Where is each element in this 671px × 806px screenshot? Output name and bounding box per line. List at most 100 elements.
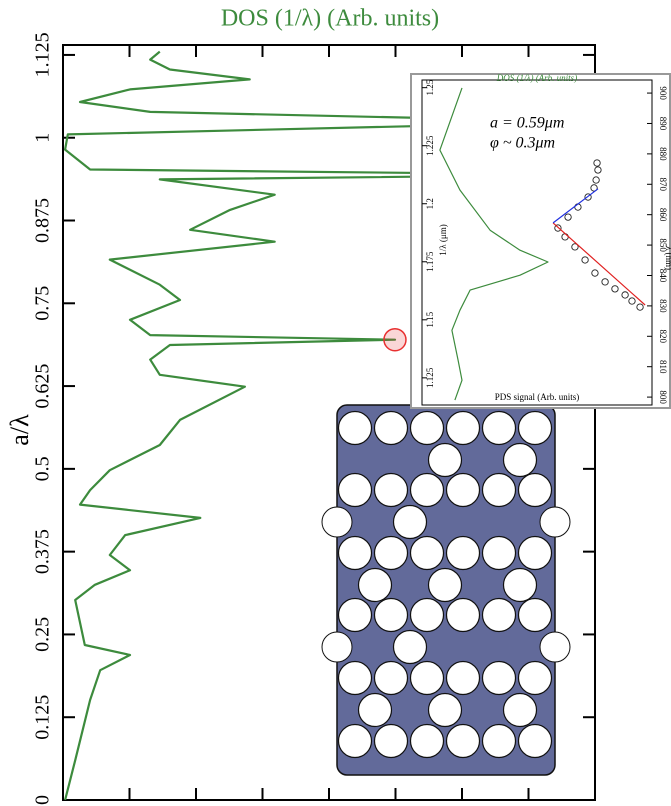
hole: [373, 723, 409, 759]
data-point: [554, 224, 562, 232]
data-point: [601, 278, 609, 286]
plot-frame: [421, 79, 653, 406]
annotation: φ ~ 0.3μm: [490, 135, 555, 152]
hole: [517, 410, 553, 446]
y-tick-label: 1: [32, 133, 54, 143]
hole: [445, 597, 481, 633]
y2-tick-label: 890: [658, 117, 668, 131]
hole: [502, 692, 538, 728]
hole: [427, 567, 463, 603]
hole: [373, 660, 409, 696]
y2-tick-label: 800: [658, 390, 668, 404]
data-line: [439, 87, 549, 401]
hole: [539, 506, 571, 538]
y-tick-label: 0.375: [32, 529, 54, 574]
hole: [337, 660, 373, 696]
inset-title: DOS (1/λ) (Arb. units): [496, 73, 577, 83]
hole: [409, 660, 445, 696]
y2-tick-label: 840: [658, 269, 668, 283]
hole: [373, 410, 409, 446]
hole: [321, 506, 353, 538]
y-tick-label: 0.75: [32, 286, 54, 321]
inset-frame: [410, 73, 671, 409]
hole: [481, 723, 517, 759]
inset-x-label: PDS signal (Arb. units): [495, 392, 580, 402]
y2-tick-label: 820: [658, 330, 668, 344]
hole: [502, 567, 538, 603]
hole: [517, 535, 553, 571]
data-point: [594, 166, 602, 174]
y-tick-label: 1.125: [425, 367, 435, 388]
hole: [409, 597, 445, 633]
hole: [481, 660, 517, 696]
hole: [409, 472, 445, 508]
hole: [481, 472, 517, 508]
data-point: [581, 256, 589, 264]
y2-tick-label: 810: [658, 360, 668, 374]
hole: [373, 472, 409, 508]
y2-tick-label: 850: [658, 238, 668, 252]
hole: [337, 535, 373, 571]
hole: [373, 597, 409, 633]
x-axis-label: DOS (1/λ) (Arb. units): [221, 6, 439, 32]
y-tick-label: 1.15: [425, 311, 435, 327]
y-tick-label: 1.125: [32, 32, 54, 77]
hole: [357, 567, 393, 603]
y2-tick-label: 880: [658, 147, 668, 161]
data-point: [584, 193, 592, 201]
hole: [445, 410, 481, 446]
data-point: [621, 291, 629, 299]
inset-y-label: 1/λ (μm): [438, 224, 448, 255]
hole: [337, 723, 373, 759]
hole: [517, 472, 553, 508]
hole: [337, 597, 373, 633]
hole: [392, 629, 428, 665]
hole: [502, 442, 538, 478]
data-point: [571, 243, 579, 251]
data-point: [593, 159, 601, 167]
y-tick-label: 0.625: [32, 364, 54, 409]
y-tick-label: 1.2: [425, 198, 435, 209]
y2-tick-label: 870: [658, 178, 668, 192]
hole: [409, 410, 445, 446]
y-tick-label: 1.225: [425, 135, 435, 156]
data-point: [628, 297, 636, 305]
hole: [481, 535, 517, 571]
data-point: [592, 176, 600, 184]
hole: [409, 535, 445, 571]
hole: [373, 535, 409, 571]
hole: [337, 472, 373, 508]
hole: [517, 597, 553, 633]
y2-tick-label: 900: [658, 86, 668, 100]
highlight-marker: [383, 327, 407, 352]
hole: [445, 660, 481, 696]
hole: [427, 692, 463, 728]
data-point: [591, 269, 599, 277]
hole: [445, 535, 481, 571]
data-point: [564, 213, 572, 221]
y-tick-label: 0: [32, 795, 54, 805]
y-tick-label: 0.25: [32, 617, 54, 652]
hole: [321, 631, 353, 663]
hole: [337, 410, 373, 446]
y-tick-label: 1.175: [425, 251, 435, 272]
plot-area: [439, 87, 646, 401]
hole: [517, 723, 553, 759]
data-point: [636, 303, 644, 311]
data-line: [552, 222, 646, 306]
annotation: a = 0.59μm: [490, 115, 564, 132]
hole: [481, 410, 517, 446]
hole: [409, 723, 445, 759]
y2-tick-label: 830: [658, 299, 668, 313]
y2-tick-label: 860: [658, 208, 668, 222]
hole: [539, 631, 571, 663]
photonic-lattice: [321, 404, 571, 776]
hole: [427, 442, 463, 478]
hole: [445, 472, 481, 508]
hole: [517, 660, 553, 696]
y-tick-label: 0.5: [32, 456, 54, 481]
y-tick-label: 1.25: [425, 79, 435, 95]
hole: [357, 692, 393, 728]
inset-chart: 1.125 1.15 1.175 1.2 1.225 1.25 800 810 820 830 84…: [410, 73, 671, 409]
